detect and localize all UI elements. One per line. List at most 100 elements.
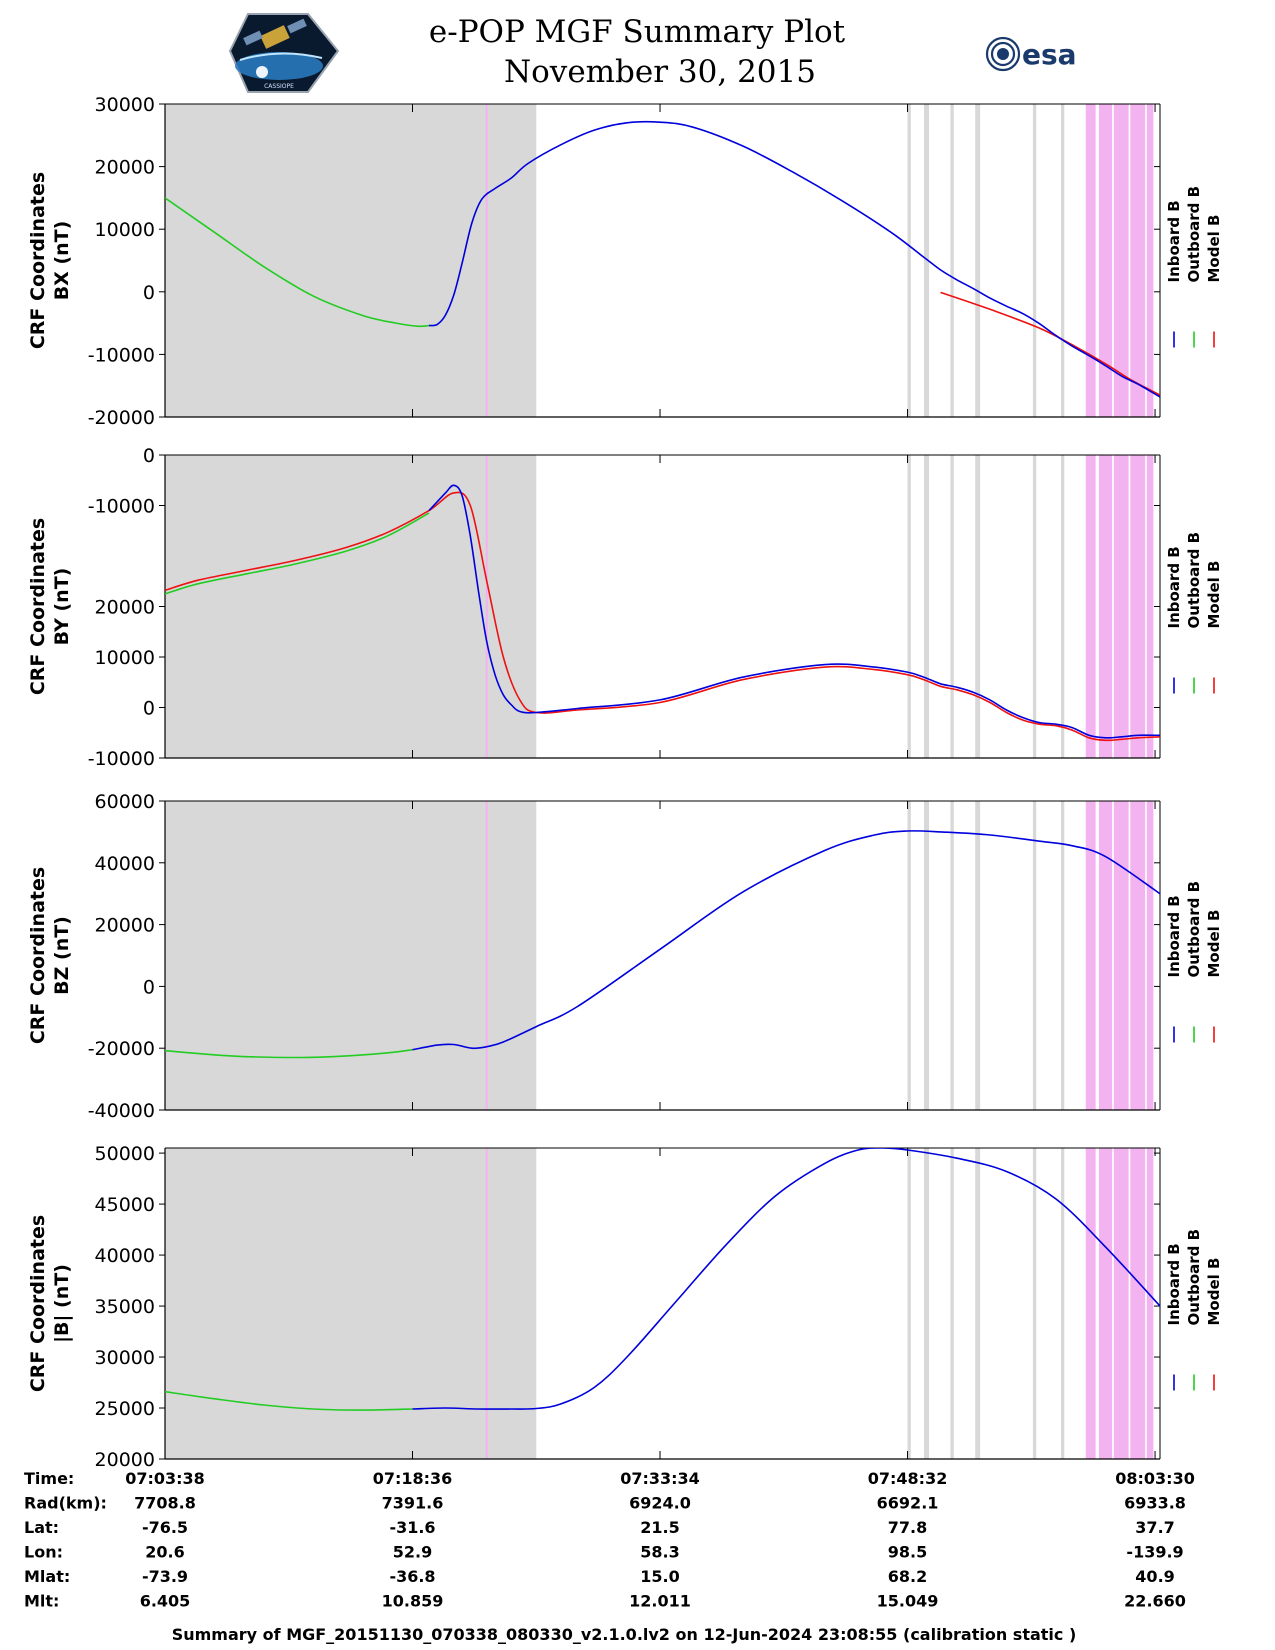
gray-strip xyxy=(950,104,954,417)
orbit-row-label: Rad(km): xyxy=(24,1494,107,1513)
orbit-row-label: Mlat: xyxy=(24,1567,70,1586)
orbit-row: Mlat: -73.9 -36.8 15.0 68.2 40.9 xyxy=(24,1567,1175,1586)
pink-strip xyxy=(1098,455,1113,758)
y-tick-label: 0 xyxy=(143,698,155,720)
orbit-cell: -31.6 xyxy=(389,1518,435,1537)
shaded-region xyxy=(165,1148,537,1459)
orbit-cell: 52.9 xyxy=(393,1543,432,1562)
orbit-cell: 07:03:38 xyxy=(125,1469,205,1488)
page-title: e-POP MGF Summary Plot xyxy=(429,14,846,50)
gray-strip xyxy=(907,801,911,1110)
gray-strip xyxy=(975,104,981,417)
legend-label: Model B xyxy=(1205,561,1223,629)
y-tick-label: 60000 xyxy=(95,791,155,813)
pink-strip xyxy=(1130,1148,1146,1459)
footer-caption: Summary of MGF_20151130_070338_080330_v2… xyxy=(172,1625,1077,1644)
orbit-cell: 58.3 xyxy=(640,1543,679,1562)
page-date: November 30, 2015 xyxy=(504,54,816,90)
orbit-cell: 6933.8 xyxy=(1124,1494,1186,1513)
gray-strip xyxy=(907,104,911,417)
pink-strip xyxy=(1146,455,1154,758)
shaded-region xyxy=(165,104,537,417)
pink-strip xyxy=(1085,801,1096,1110)
orbit-cell: 08:03:30 xyxy=(1115,1469,1195,1488)
gray-strip xyxy=(1032,455,1037,758)
pink-strip xyxy=(1085,1148,1096,1459)
series-line-inboard-b xyxy=(428,120,1160,398)
y-tick-label: 20000 xyxy=(95,915,155,937)
legend-label: Model B xyxy=(1205,910,1223,978)
pink-strip xyxy=(1146,1148,1154,1459)
gray-strip xyxy=(950,801,954,1110)
legend-label: Outboard B xyxy=(1185,186,1203,283)
series-line-model-b xyxy=(940,291,1160,396)
pink-strip xyxy=(1130,104,1146,417)
orbit-cell: 7391.6 xyxy=(382,1494,444,1513)
orbit-cell: 07:33:34 xyxy=(620,1469,700,1488)
pink-strip xyxy=(1098,104,1113,417)
gray-strip xyxy=(1060,801,1065,1110)
chart-panel-2: 0 -10000 20000 10000 0 -10000 CRF Coordinates B… xyxy=(27,445,1223,770)
pink-strip xyxy=(1113,455,1129,758)
orbit-cell: 7708.8 xyxy=(134,1494,196,1513)
y-axis-label: CRF Coordinates xyxy=(27,518,49,695)
orbit-cell: 15.049 xyxy=(877,1592,939,1611)
orbit-cell: 10.859 xyxy=(382,1592,444,1611)
y-tick-label: 45000 xyxy=(95,1194,155,1216)
esa-logo-text: esa xyxy=(1022,38,1077,71)
legend-label: Model B xyxy=(1205,215,1223,283)
gray-strip xyxy=(975,801,981,1110)
orbit-cell: 07:18:36 xyxy=(373,1469,453,1488)
orbit-row-label: Time: xyxy=(24,1469,74,1488)
gray-strip xyxy=(924,104,929,417)
gray-strip xyxy=(1060,104,1065,417)
orbit-row: Time: 07:03:38 07:18:36 07:33:34 07:48:32 08:… xyxy=(24,1469,1195,1488)
gray-strip xyxy=(1032,801,1037,1110)
series-line-outboard-b xyxy=(165,1390,413,1411)
gray-strip xyxy=(1060,455,1065,758)
orbit-cell: 6924.0 xyxy=(629,1494,691,1513)
orbit-cell: 6692.1 xyxy=(877,1494,939,1513)
pink-strip xyxy=(1098,1148,1113,1459)
y-axis-label: CRF Coordinates xyxy=(27,172,49,349)
gray-strip xyxy=(924,801,929,1110)
cassiope-logo: CASSIOPE xyxy=(228,13,340,93)
orbit-cell: 20.6 xyxy=(145,1543,184,1562)
orbit-cell: -36.8 xyxy=(389,1567,435,1586)
series-line-inboard-b xyxy=(428,484,1160,739)
orbit-cell: 12.011 xyxy=(629,1592,691,1611)
legend-label: Model B xyxy=(1205,1258,1223,1326)
orbit-cell: 6.405 xyxy=(140,1592,191,1611)
y-axis-label: CRF Coordinates xyxy=(27,1215,49,1392)
pink-strip xyxy=(1146,104,1154,417)
pink-strip xyxy=(1113,801,1129,1110)
gray-strip xyxy=(907,1148,911,1459)
orbit-cell: 40.9 xyxy=(1135,1567,1174,1586)
orbit-cell: -76.5 xyxy=(142,1518,188,1537)
legend-label: Inboard B xyxy=(1165,895,1183,977)
y-tick-label: 20000 xyxy=(95,157,155,179)
orbit-cell: 68.2 xyxy=(888,1567,927,1586)
y-axis-unit-label: BX (nT) xyxy=(51,221,73,301)
legend-label: Inboard B xyxy=(1165,200,1183,282)
orbit-cell: -73.9 xyxy=(142,1567,188,1586)
orbit-cell: 98.5 xyxy=(888,1543,927,1562)
legend-label: Inboard B xyxy=(1165,546,1183,628)
y-tick-label: 20000 xyxy=(95,597,155,619)
pink-strip xyxy=(1130,801,1146,1110)
pink-strip xyxy=(1130,455,1146,758)
pink-strip xyxy=(1113,1148,1129,1459)
chart-panel-3: 60000 40000 20000 0 -20000 -40000 CRF Coordina… xyxy=(27,791,1223,1122)
y-tick-label: 10000 xyxy=(95,219,155,241)
series-line-model-b xyxy=(165,491,1160,742)
gray-strip xyxy=(1060,1148,1065,1459)
chart-panels: 30000 20000 10000 0 -10000 -20000 CRF Coordina… xyxy=(27,94,1223,1471)
series-line-outboard-b xyxy=(165,1048,413,1059)
orbit-row: Rad(km): 7708.8 7391.6 6924.0 6692.1 6933.8 xyxy=(24,1494,1186,1513)
gray-strip xyxy=(975,455,981,758)
y-tick-label: 30000 xyxy=(95,1347,155,1369)
pink-strip xyxy=(1085,104,1096,417)
gray-strip xyxy=(975,1148,981,1459)
orbit-row: Mlt: 6.405 10.859 12.011 15.049 22.660 xyxy=(24,1592,1186,1611)
